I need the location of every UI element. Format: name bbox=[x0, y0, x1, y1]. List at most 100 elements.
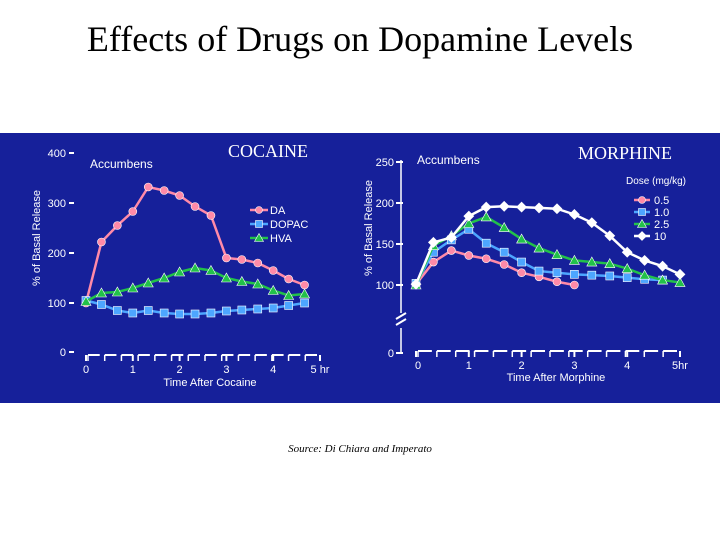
morphine-legend-label: 1.0 bbox=[654, 207, 669, 219]
cocaine-point-1-11 bbox=[253, 304, 263, 314]
morphine-series-line-10 bbox=[414, 205, 681, 285]
morphine-point-3-6 bbox=[516, 201, 528, 213]
morphine-point-2-12 bbox=[621, 262, 633, 273]
cocaine-x-tick-label: 4 bbox=[270, 364, 276, 376]
cocaine-x-tick-label: 1 bbox=[130, 364, 136, 376]
cocaine-point-0-14 bbox=[300, 280, 309, 290]
morphine-point-2-14 bbox=[657, 274, 669, 285]
cocaine-legend-marker bbox=[255, 220, 263, 228]
cocaine-point-2-0 bbox=[80, 295, 92, 306]
cocaine-point-2-2 bbox=[111, 286, 123, 297]
morphine-point-2-8 bbox=[551, 249, 563, 259]
morphine-series-line-2-5 bbox=[414, 215, 681, 286]
cocaine-point-0-8 bbox=[206, 211, 216, 220]
morphine-legend-marker bbox=[638, 196, 646, 204]
morphine-point-0-9 bbox=[570, 280, 579, 290]
morphine-point-3-10 bbox=[586, 217, 598, 229]
cocaine-x-tick-label: 2 bbox=[177, 364, 183, 376]
morphine-point-1-8 bbox=[552, 268, 562, 277]
cocaine-point-0-9 bbox=[222, 253, 231, 263]
morphine-point-3-9 bbox=[568, 209, 580, 220]
morphine-point-2-15 bbox=[674, 276, 686, 287]
cocaine-x-tick-label: 3 bbox=[223, 364, 229, 376]
morphine-point-2-7 bbox=[533, 242, 545, 253]
cocaine-point-0-6 bbox=[175, 191, 184, 200]
morphine-point-3-14 bbox=[657, 260, 669, 272]
morphine-x-tick-label: 4 bbox=[624, 360, 630, 372]
cocaine-point-2-10 bbox=[236, 275, 248, 286]
morphine-point-2-11 bbox=[604, 258, 616, 268]
cocaine-legend-label: DOPAC bbox=[270, 219, 308, 231]
cocaine-point-0-5 bbox=[159, 186, 169, 195]
morphine-series-line-0-5 bbox=[415, 249, 575, 287]
slide-title: Effects of Drugs on Dopamine Levels bbox=[86, 19, 634, 59]
morphine-x-label: Time After Morphine bbox=[507, 372, 606, 384]
morphine-point-1-10 bbox=[587, 270, 597, 280]
morphine-x-tick-label: 5hr bbox=[672, 360, 688, 372]
morphine-point-0-6 bbox=[517, 268, 526, 277]
cocaine-point-0-12 bbox=[268, 266, 278, 275]
morphine-x-tick-label: 2 bbox=[519, 360, 525, 372]
cocaine-point-1-4 bbox=[143, 306, 153, 315]
morphine-legend-label: 0.5 bbox=[654, 195, 669, 207]
morphine-y-tick-label: 0 bbox=[388, 348, 394, 360]
morphine-subtitle: Accumbens bbox=[417, 153, 480, 167]
morphine-point-0-3 bbox=[464, 251, 474, 260]
morphine-point-2-5 bbox=[498, 221, 510, 232]
morphine-axis-break-mark bbox=[395, 312, 407, 320]
morphine-point-0-4 bbox=[481, 254, 491, 264]
morphine-point-2-13 bbox=[639, 269, 651, 280]
cocaine-point-0-7 bbox=[190, 202, 200, 211]
morphine-point-1-9 bbox=[570, 270, 579, 279]
chart-panel: COCAINE Accumbens% of Basal Release 0 100 20… bbox=[0, 133, 720, 403]
cocaine-point-0-1 bbox=[97, 237, 106, 247]
morphine-legend-marker bbox=[636, 218, 648, 228]
cocaine-point-2-9 bbox=[220, 272, 232, 283]
morphine-x-tick-label: 3 bbox=[571, 360, 577, 372]
morphine-legend-marker bbox=[638, 208, 646, 216]
morphine-point-3-3 bbox=[463, 210, 475, 222]
morphine-point-0-2 bbox=[447, 246, 456, 255]
morphine-x-tick-label: 0 bbox=[415, 360, 421, 372]
morphine-legend-label: 10 bbox=[654, 231, 666, 243]
cocaine-point-2-3 bbox=[127, 282, 139, 293]
morphine-point-3-12 bbox=[621, 246, 633, 258]
cocaine-legend-marker bbox=[253, 232, 265, 242]
morphine-point-1-7 bbox=[534, 266, 544, 276]
cocaine-point-2-13 bbox=[283, 289, 295, 300]
morphine-point-2-10 bbox=[586, 256, 598, 267]
morphine-point-3-2 bbox=[445, 232, 457, 243]
cocaine-point-1-1 bbox=[97, 300, 106, 309]
cocaine-point-1-5 bbox=[159, 308, 169, 318]
morphine-x-tick-label: 1 bbox=[466, 360, 472, 372]
cocaine-point-2-11 bbox=[252, 278, 264, 289]
morphine-y-tick-label: 200 bbox=[376, 198, 394, 210]
morphine-point-3-15 bbox=[674, 268, 686, 280]
cocaine-point-1-9 bbox=[222, 306, 231, 316]
cocaine-x-label: Time After Cocaine bbox=[163, 377, 256, 389]
morphine-point-0-5 bbox=[499, 260, 509, 269]
cocaine-x-tick-label: 5 hr bbox=[311, 364, 330, 376]
morphine-point-1-12 bbox=[622, 273, 632, 282]
cocaine-point-2-7 bbox=[189, 262, 201, 273]
morphine-point-2-3 bbox=[463, 217, 475, 228]
cocaine-point-1-2 bbox=[113, 306, 122, 315]
cocaine-point-1-3 bbox=[128, 308, 138, 318]
morphine-point-3-4 bbox=[480, 201, 492, 213]
cocaine-point-2-8 bbox=[205, 264, 217, 275]
morphine-point-3-8 bbox=[551, 203, 563, 215]
morphine-point-3-5 bbox=[498, 200, 510, 212]
cocaine-point-0-13 bbox=[284, 274, 293, 284]
cocaine-point-1-13 bbox=[284, 301, 293, 310]
cocaine-point-2-5 bbox=[158, 272, 170, 283]
morphine-title: MORPHINE bbox=[578, 143, 672, 163]
cocaine-y-tick-label: 100 bbox=[48, 298, 66, 310]
cocaine-point-1-12 bbox=[268, 303, 278, 313]
cocaine-point-1-6 bbox=[175, 309, 184, 319]
morphine-point-1-5 bbox=[499, 247, 509, 257]
morphine-point-2-4 bbox=[480, 211, 492, 222]
morphine-point-3-7 bbox=[533, 202, 545, 214]
morphine-point-0-8 bbox=[552, 277, 562, 287]
morphine-point-3-11 bbox=[604, 230, 616, 242]
